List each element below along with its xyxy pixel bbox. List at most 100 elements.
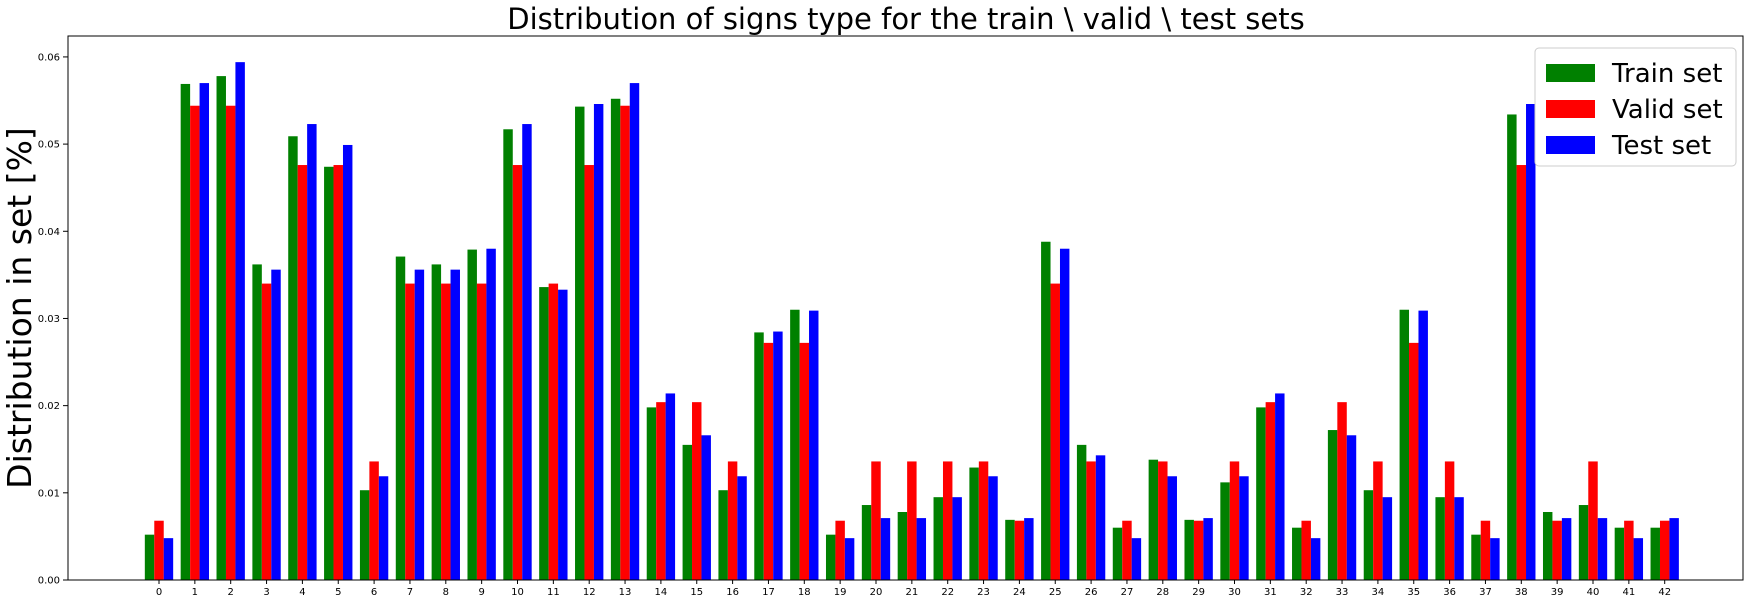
bar-valid-set-34 [1373,461,1383,580]
x-tick-label: 41 [1622,587,1635,598]
bar-valid-set-37 [1480,520,1491,580]
x-tick-label: 25 [1049,587,1062,598]
bar-test-set-30 [1239,476,1249,580]
bar-test-set-10 [522,124,532,581]
x-tick-label: 13 [619,587,632,598]
bar-train-set-17 [754,332,764,580]
bar-valid-set-41 [1624,520,1634,580]
bar-test-set-12 [593,104,604,580]
bar-valid-set-36 [1444,461,1455,580]
bar-test-set-23 [988,476,998,580]
x-tick-label: 7 [407,587,413,598]
bar-test-set-19 [844,538,855,580]
bar-test-set-32 [1310,538,1321,580]
bar-train-set-5 [324,166,334,580]
bar-test-set-6 [378,476,389,580]
bar-valid-set-7 [405,283,415,580]
bar-test-set-9 [486,248,496,580]
bar-valid-set-14 [656,402,666,580]
bar-train-set-2 [216,76,226,580]
legend-label: Test set [1611,131,1711,161]
bar-train-set-28 [1148,459,1159,580]
bar-train-set-3 [252,264,262,580]
bar-test-set-26 [1095,455,1106,580]
bar-valid-set-38 [1516,165,1527,580]
bar-test-set-25 [1059,248,1070,580]
legend-label: Valid set [1612,95,1723,125]
x-tick-label: 20 [870,587,883,598]
bar-train-set-27 [1112,527,1123,580]
bar-valid-set-32 [1301,520,1311,580]
plot-frame [67,35,1744,581]
x-tick-label: 23 [977,587,990,598]
y-tick-label: 0.05 [38,140,60,151]
y-axis-ticks: 0.00 0.01 0.02 0.03 0.04 0.05 0.06 [38,52,68,587]
bar-valid-set-18 [799,342,810,580]
x-tick-label: 32 [1300,587,1313,598]
bar-valid-set-40 [1588,461,1598,580]
chart-title: Distribution of signs type for the train… [507,2,1304,36]
bar-test-set-29 [1203,518,1213,580]
x-tick-label: 15 [690,587,703,598]
bar-test-set-13 [629,83,640,580]
x-tick-label: 21 [905,587,918,598]
bar-valid-set-9 [476,283,487,580]
bar-test-set-15 [701,435,711,580]
bar-train-set-11 [539,287,549,580]
bar-test-set-34 [1382,497,1393,580]
bar-valid-set-12 [584,165,594,580]
bar-valid-set-30 [1229,461,1240,580]
x-tick-label: 8 [443,587,449,598]
bar-valid-set-24 [1014,520,1025,580]
bar-test-set-2 [235,62,245,580]
bar-test-set-0 [163,538,174,580]
bar-train-set-4 [288,136,298,580]
legend-swatch [1546,100,1595,118]
legend-swatch [1546,136,1595,154]
x-tick-label: 6 [371,587,377,598]
bar-test-set-14 [665,393,676,580]
bar-train-set-15 [682,444,693,580]
x-tick-label: 38 [1515,587,1528,598]
x-tick-label: 22 [941,587,954,598]
x-tick-label: 30 [1228,587,1241,598]
bar-valid-set-25 [1050,283,1060,580]
bar-valid-set-3 [261,283,272,580]
y-tick-label: 0.00 [38,576,60,587]
bar-train-set-16 [718,490,728,580]
bar-valid-set-22 [942,461,953,580]
bar-valid-set-8 [441,283,451,580]
bar-train-set-41 [1614,527,1625,580]
bar-train-set-22 [933,497,943,580]
bar-valid-set-2 [225,105,236,581]
bar-valid-set-20 [871,461,881,580]
bar-train-set-18 [790,309,800,580]
bar-valid-set-29 [1193,520,1204,580]
bar-test-set-5 [342,144,353,580]
bar-test-set-38 [1526,104,1536,580]
y-tick-label: 0.01 [38,488,60,499]
y-tick-label: 0.02 [38,401,60,412]
bar-train-set-10 [503,129,513,580]
legend-swatch [1546,64,1595,82]
bar-train-set-37 [1471,534,1481,580]
bar-valid-set-15 [692,402,702,580]
bar-valid-set-28 [1158,461,1168,580]
bar-train-set-6 [359,490,370,580]
bar-train-set-26 [1076,444,1087,580]
y-tick-label: 0.04 [38,227,60,238]
bar-valid-set-31 [1265,402,1276,580]
x-tick-label: 34 [1372,587,1385,598]
bar-train-set-8 [431,264,442,580]
bar-test-set-39 [1561,518,1572,580]
bar-train-set-24 [1005,519,1015,580]
bar-test-set-37 [1490,538,1500,580]
bar-test-set-41 [1633,538,1644,580]
bar-train-set-35 [1399,309,1410,580]
bar-train-set-20 [861,505,872,580]
bar-train-set-23 [969,467,979,580]
bar-valid-set-5 [333,165,343,580]
x-tick-label: 18 [798,587,811,598]
x-tick-label: 29 [1192,587,1205,598]
bar-test-set-21 [916,518,927,580]
